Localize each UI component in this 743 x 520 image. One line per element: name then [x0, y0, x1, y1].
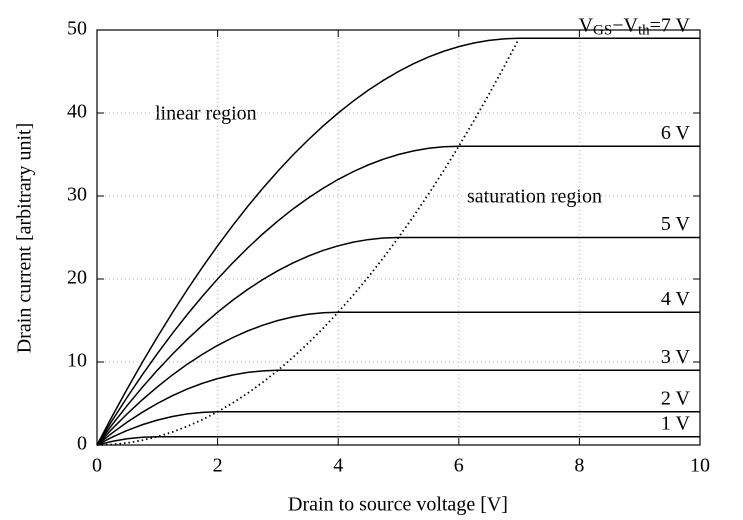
y-tick-label: 50	[67, 18, 87, 40]
series-label: 4 V	[661, 288, 691, 310]
series-line	[96, 37, 700, 446]
series-line	[96, 435, 700, 446]
y-axis-label: Drain current [arbitrary unit]	[14, 123, 36, 353]
series-line	[96, 236, 700, 446]
series-line	[96, 369, 700, 446]
y-tick-label: 40	[67, 101, 87, 123]
x-tick-label: 6	[454, 455, 464, 477]
series-label: 2 V	[661, 387, 691, 409]
series-label: 5 V	[661, 213, 691, 235]
annotation: saturation region	[467, 186, 602, 208]
y-tick-label: 30	[67, 184, 87, 206]
x-tick-label: 4	[333, 455, 343, 477]
series-line	[96, 145, 700, 446]
x-tick-label: 0	[92, 455, 102, 477]
series-label: VGS−Vth=7 V	[579, 14, 691, 39]
x-axis-label: Drain to source voltage [V]	[288, 494, 508, 516]
y-tick-label: 10	[67, 350, 87, 372]
series-line	[96, 311, 700, 446]
series-label: 3 V	[661, 346, 691, 368]
series-line	[96, 411, 700, 446]
y-tick-label: 20	[67, 267, 87, 289]
x-tick-label: 8	[574, 455, 584, 477]
x-tick-label: 10	[690, 455, 710, 477]
x-tick-label: 2	[213, 455, 223, 477]
y-tick-label: 0	[77, 433, 87, 455]
series-label: 1 V	[661, 412, 691, 434]
annotation: linear region	[155, 103, 257, 125]
series-label: 6 V	[661, 122, 691, 144]
